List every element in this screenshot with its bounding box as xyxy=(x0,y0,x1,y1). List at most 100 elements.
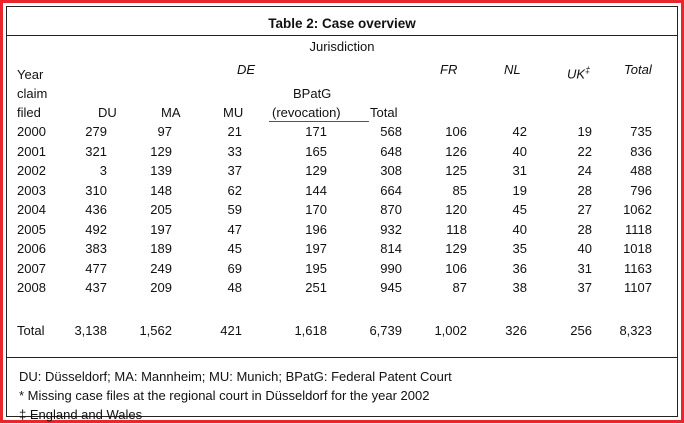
cell-total-de: 932 xyxy=(380,221,402,237)
table-subcaption: Jurisdiction xyxy=(309,39,375,54)
header-uk: UK‡ xyxy=(567,62,590,82)
cell-total: 1107 xyxy=(624,280,652,295)
cell-bpatg: 251 xyxy=(305,280,327,295)
cell-nl: 42 xyxy=(512,124,527,139)
cell-mu: 47 xyxy=(227,221,242,237)
cell-bpatg: 1,618 xyxy=(294,323,327,338)
cell-total: 1018 xyxy=(623,241,652,256)
cell-bpatg: 197 xyxy=(305,241,327,256)
cell-ma: 1,562 xyxy=(139,323,172,338)
notes-rule xyxy=(7,357,677,358)
cell-mu: 69 xyxy=(227,260,242,276)
cell-bpatg: 170 xyxy=(305,202,327,217)
cell-total-de: 990 xyxy=(380,260,402,276)
cell-du: 477 xyxy=(85,260,107,276)
cell-du: 279 xyxy=(85,124,107,139)
cell-year: 2002 xyxy=(17,163,46,178)
cell-total: 8,323 xyxy=(619,323,652,338)
cell-total: 796 xyxy=(630,182,652,198)
group-header-de: DE xyxy=(237,62,256,77)
cell-total-de: 945 xyxy=(380,280,402,295)
cell-fr: 120 xyxy=(445,202,467,217)
cell-year: 2008 xyxy=(17,280,46,295)
note-england-wales: ‡ England and Wales xyxy=(19,407,143,422)
cell-total-de: 648 xyxy=(380,143,402,159)
header-rule xyxy=(269,121,369,122)
cell-ma: 249 xyxy=(150,260,172,276)
cell-fr: 118 xyxy=(446,221,467,237)
cell-year: 2005 xyxy=(17,221,46,237)
cell-ma: 205 xyxy=(150,202,172,217)
top-rule xyxy=(7,35,677,36)
note-abbreviations: DU: Düsseldorf; MA: Mannheim; MU: Munich… xyxy=(19,369,452,384)
cell-total: 735 xyxy=(630,124,652,139)
cell-bpatg: 129 xyxy=(305,163,327,178)
cell-mu: 48 xyxy=(227,280,242,295)
cell-uk: 24 xyxy=(577,163,592,178)
cell-nl: 40 xyxy=(512,143,527,159)
cell-ma: 189 xyxy=(150,241,172,256)
cell-total-de: 870 xyxy=(380,202,402,217)
table-caption: Table 2: Case overview xyxy=(268,16,416,31)
table-container: Table 2: Case overview Jurisdiction DE Y… xyxy=(6,6,678,422)
cell-mu: 21 xyxy=(227,124,242,139)
cell-uk: 37 xyxy=(577,280,592,295)
header-ma: MA xyxy=(161,105,181,120)
cell-uk: 28 xyxy=(577,221,592,237)
cell-ma: 129 xyxy=(150,143,172,159)
cell-fr: 85 xyxy=(452,182,467,198)
header-total-de: Total xyxy=(370,105,398,120)
cell-total-de: 568 xyxy=(380,124,402,139)
cell-fr: 129 xyxy=(445,241,467,256)
cell-uk: 31 xyxy=(577,260,592,276)
cell-uk: 28 xyxy=(577,182,592,198)
header-mu: MU xyxy=(223,105,244,120)
cell-nl: 19 xyxy=(512,182,527,198)
header-uk-label: UK xyxy=(567,66,586,82)
cell-du: 437 xyxy=(85,280,107,295)
cell-nl: 35 xyxy=(512,241,527,256)
header-year-line-1: Year xyxy=(17,67,44,82)
cell-du: 3,138 xyxy=(74,323,107,338)
header-uk-mark: ‡ xyxy=(585,65,591,75)
table-notes: DU: Düsseldorf; MA: Mannheim; MU: Munich… xyxy=(19,367,452,424)
cell-nl: 40 xyxy=(512,221,527,237)
cell-year: 2003 xyxy=(17,182,46,198)
cell-nl: 326 xyxy=(505,323,527,338)
cell-fr: 126 xyxy=(445,143,467,159)
cell-mu: 37 xyxy=(227,163,242,178)
cell-du: 436 xyxy=(85,202,107,217)
cell-bpatg: 195 xyxy=(305,260,327,276)
cell-year: 2006 xyxy=(17,241,46,256)
cell-total-de: 6,739 xyxy=(369,323,402,338)
cell-bpatg: 165 xyxy=(305,143,327,159)
cell-total-de: 308 xyxy=(380,163,402,178)
cell-total-de: 814 xyxy=(380,241,402,256)
header-bpatg-line-2: (revocation) xyxy=(272,105,341,120)
header-year-line-2: claim xyxy=(17,86,48,101)
cell-du: 492 xyxy=(85,221,107,237)
header-bpatg-line-1: BPatG xyxy=(293,86,332,101)
cell-uk: 256 xyxy=(570,323,592,338)
cell-mu: 45 xyxy=(227,241,242,256)
cell-fr: 106 xyxy=(445,124,467,139)
cell-du: 3 xyxy=(99,163,107,178)
cell-year: 2000 xyxy=(17,124,46,139)
cell-du: 321 xyxy=(85,143,107,159)
header-fr: FR xyxy=(440,62,458,77)
cell-total: 1163 xyxy=(624,260,652,276)
cell-fr: 125 xyxy=(445,163,467,178)
cell-bpatg: 144 xyxy=(305,182,327,198)
cell-du: 383 xyxy=(85,241,107,256)
header-nl: NL xyxy=(504,62,521,77)
cell-nl: 38 xyxy=(512,280,527,295)
cell-ma: 139 xyxy=(150,163,172,178)
cell-fr: 1,002 xyxy=(434,323,467,338)
cell-mu: 33 xyxy=(227,143,242,159)
cell-nl: 45 xyxy=(512,202,527,217)
cell-ma: 197 xyxy=(150,221,172,237)
cell-total: 1118 xyxy=(625,221,652,237)
cell-uk: 40 xyxy=(577,241,592,256)
cell-bpatg: 196 xyxy=(305,221,327,237)
